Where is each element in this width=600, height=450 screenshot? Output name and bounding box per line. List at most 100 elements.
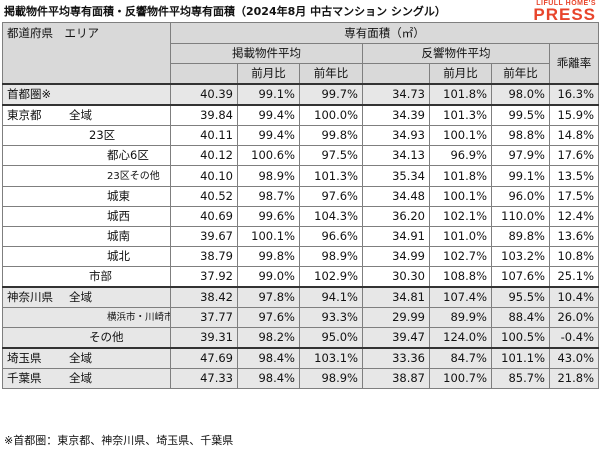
cell-lv: 40.10 <box>170 165 238 187</box>
table-row: 23区 40.11 99.4% 99.8% 34.93 100.1% 98.8% 14.8% <box>2 125 600 146</box>
row-label: 都心6区 <box>2 145 171 166</box>
cell-div: 14.8% <box>548 125 600 146</box>
cell-ly: 102.9% <box>299 266 363 288</box>
area-name: 城南 <box>107 229 130 243</box>
cell-rv: 34.81 <box>362 286 430 308</box>
cell-ly: 96.6% <box>299 226 363 247</box>
cell-ry: 99.5% <box>491 104 550 126</box>
cell-lm: 99.8% <box>237 246 300 267</box>
cell-ly: 101.3% <box>299 165 363 187</box>
cell-ly: 97.6% <box>299 186 363 207</box>
cell-lm: 98.9% <box>237 165 300 187</box>
cell-rm: 89.9% <box>429 307 492 328</box>
table-row: 埼玉県 全域 47.69 98.4% 103.1% 33.36 84.7% 101.1% 43.… <box>2 347 600 369</box>
cell-rv: 35.34 <box>362 165 430 187</box>
cell-div: 26.0% <box>548 307 600 328</box>
cell-rm: 108.8% <box>429 266 492 288</box>
cell-lm: 99.1% <box>237 83 300 106</box>
area-name: 城東 <box>107 189 130 203</box>
cell-lm: 98.7% <box>237 186 300 207</box>
table-row: 横浜市・川崎市 37.77 97.6% 93.3% 29.99 89.9% 88.4% 26.… <box>2 307 600 328</box>
cell-ry: 98.8% <box>491 125 550 146</box>
area-name: 城西 <box>107 209 130 223</box>
pref-name: 神奈川県 <box>7 290 53 304</box>
cell-div: 16.3% <box>548 83 600 106</box>
cell-ly: 99.8% <box>299 125 363 146</box>
area-name: 23区その他 <box>107 171 160 182</box>
cell-div: 43.0% <box>548 347 600 369</box>
header-yoy-response: 前年比 <box>491 63 550 85</box>
cell-div: 15.9% <box>548 104 600 126</box>
cell-div: 13.6% <box>548 226 600 247</box>
header-mom-response: 前月比 <box>429 63 492 85</box>
cell-ry: 97.9% <box>491 145 550 166</box>
brand-logo: LIFULL HOME'S PRESS <box>533 0 596 23</box>
cell-ly: 97.5% <box>299 145 363 166</box>
cell-rv: 38.87 <box>362 368 430 389</box>
cell-rm: 101.8% <box>429 165 492 187</box>
cell-ry: 98.0% <box>491 83 550 106</box>
header-blank-2 <box>362 63 430 85</box>
cell-div: 12.4% <box>548 206 600 227</box>
cell-ry: 103.2% <box>491 246 550 267</box>
page-title: 掲載物件平均専有面積・反響物件平均専有面積（2024年8月 中古マンション シン… <box>4 5 446 18</box>
pref-name: 東京都 <box>7 108 42 122</box>
area-table: 都道府県 エリア 専有面積（㎡） 掲載物件平均 反響物件平均 乖離率 前月比 前… <box>2 22 600 389</box>
row-label: その他 <box>2 327 171 349</box>
row-label: 埼玉県 全域 <box>2 347 171 369</box>
cell-div: 10.4% <box>548 286 600 308</box>
cell-ry: 88.4% <box>491 307 550 328</box>
cell-lv: 38.42 <box>170 286 238 308</box>
table-row: 神奈川県 全域 38.42 97.8% 94.1% 34.81 107.4% 95.5% 10.… <box>2 286 600 308</box>
cell-lv: 40.39 <box>170 83 238 106</box>
cell-ry: 99.1% <box>491 165 550 187</box>
cell-div: 10.8% <box>548 246 600 267</box>
area-name: 全域 <box>69 108 92 122</box>
table-body: 首都圏※ 40.39 99.1% 99.7% 34.73 101.8% 98.0% 16.3%… <box>2 83 600 389</box>
cell-ly: 98.9% <box>299 246 363 267</box>
cell-lm: 100.1% <box>237 226 300 247</box>
row-label: 千葉県 全域 <box>2 368 171 389</box>
cell-rm: 100.7% <box>429 368 492 389</box>
table-row: 城北 38.79 99.8% 98.9% 34.99 102.7% 103.2% 10.8% <box>2 246 600 267</box>
cell-ly: 95.0% <box>299 327 363 349</box>
cell-lm: 97.6% <box>237 307 300 328</box>
cell-ry: 95.5% <box>491 286 550 308</box>
header-divergence: 乖離率 <box>548 43 600 85</box>
cell-rv: 34.93 <box>362 125 430 146</box>
cell-rv: 39.47 <box>362 327 430 349</box>
cell-rm: 101.0% <box>429 226 492 247</box>
row-label: 城南 <box>2 226 171 247</box>
header-area: 都道府県 エリア <box>2 22 171 85</box>
header-area-total: 専有面積（㎡） <box>169 22 600 44</box>
table-row: 東京都 全域 39.84 99.4% 100.0% 34.39 101.3% 99.5% 15.… <box>2 104 600 126</box>
cell-ly: 93.3% <box>299 307 363 328</box>
cell-div: 17.5% <box>548 186 600 207</box>
area-name: 23区 <box>89 128 116 142</box>
table-row: 23区その他 40.10 98.9% 101.3% 35.34 101.8% 99.1% 13… <box>2 165 600 187</box>
cell-ry: 96.0% <box>491 186 550 207</box>
cell-lv: 40.52 <box>170 186 238 207</box>
cell-rv: 34.48 <box>362 186 430 207</box>
cell-ly: 94.1% <box>299 286 363 308</box>
cell-rv: 36.20 <box>362 206 430 227</box>
cell-ry: 101.1% <box>491 347 550 369</box>
cell-lv: 39.31 <box>170 327 238 349</box>
area-name: 城北 <box>107 249 130 263</box>
cell-rm: 102.1% <box>429 206 492 227</box>
cell-rm: 101.8% <box>429 83 492 106</box>
cell-lm: 99.4% <box>237 104 300 126</box>
row-label: 23区その他 <box>2 165 171 187</box>
table-row: 首都圏※ 40.39 99.1% 99.7% 34.73 101.8% 98.0% 16.3% <box>2 83 600 106</box>
logo-top-text: LIFULL HOME'S <box>536 0 596 7</box>
table-row: 城西 40.69 99.6% 104.3% 36.20 102.1% 110.0% 12.4% <box>2 206 600 227</box>
cell-ly: 104.3% <box>299 206 363 227</box>
table-row: 都心6区 40.12 100.6% 97.5% 34.13 96.9% 97.9% 17.6% <box>2 145 600 166</box>
header-response: 反響物件平均 <box>362 43 550 64</box>
cell-lv: 39.67 <box>170 226 238 247</box>
footnote: ※首都圏：東京都、神奈川県、埼玉県、千葉県 <box>4 434 234 447</box>
cell-lv: 40.69 <box>170 206 238 227</box>
cell-lm: 97.8% <box>237 286 300 308</box>
cell-lm: 99.0% <box>237 266 300 288</box>
cell-div: -0.4% <box>548 327 600 349</box>
